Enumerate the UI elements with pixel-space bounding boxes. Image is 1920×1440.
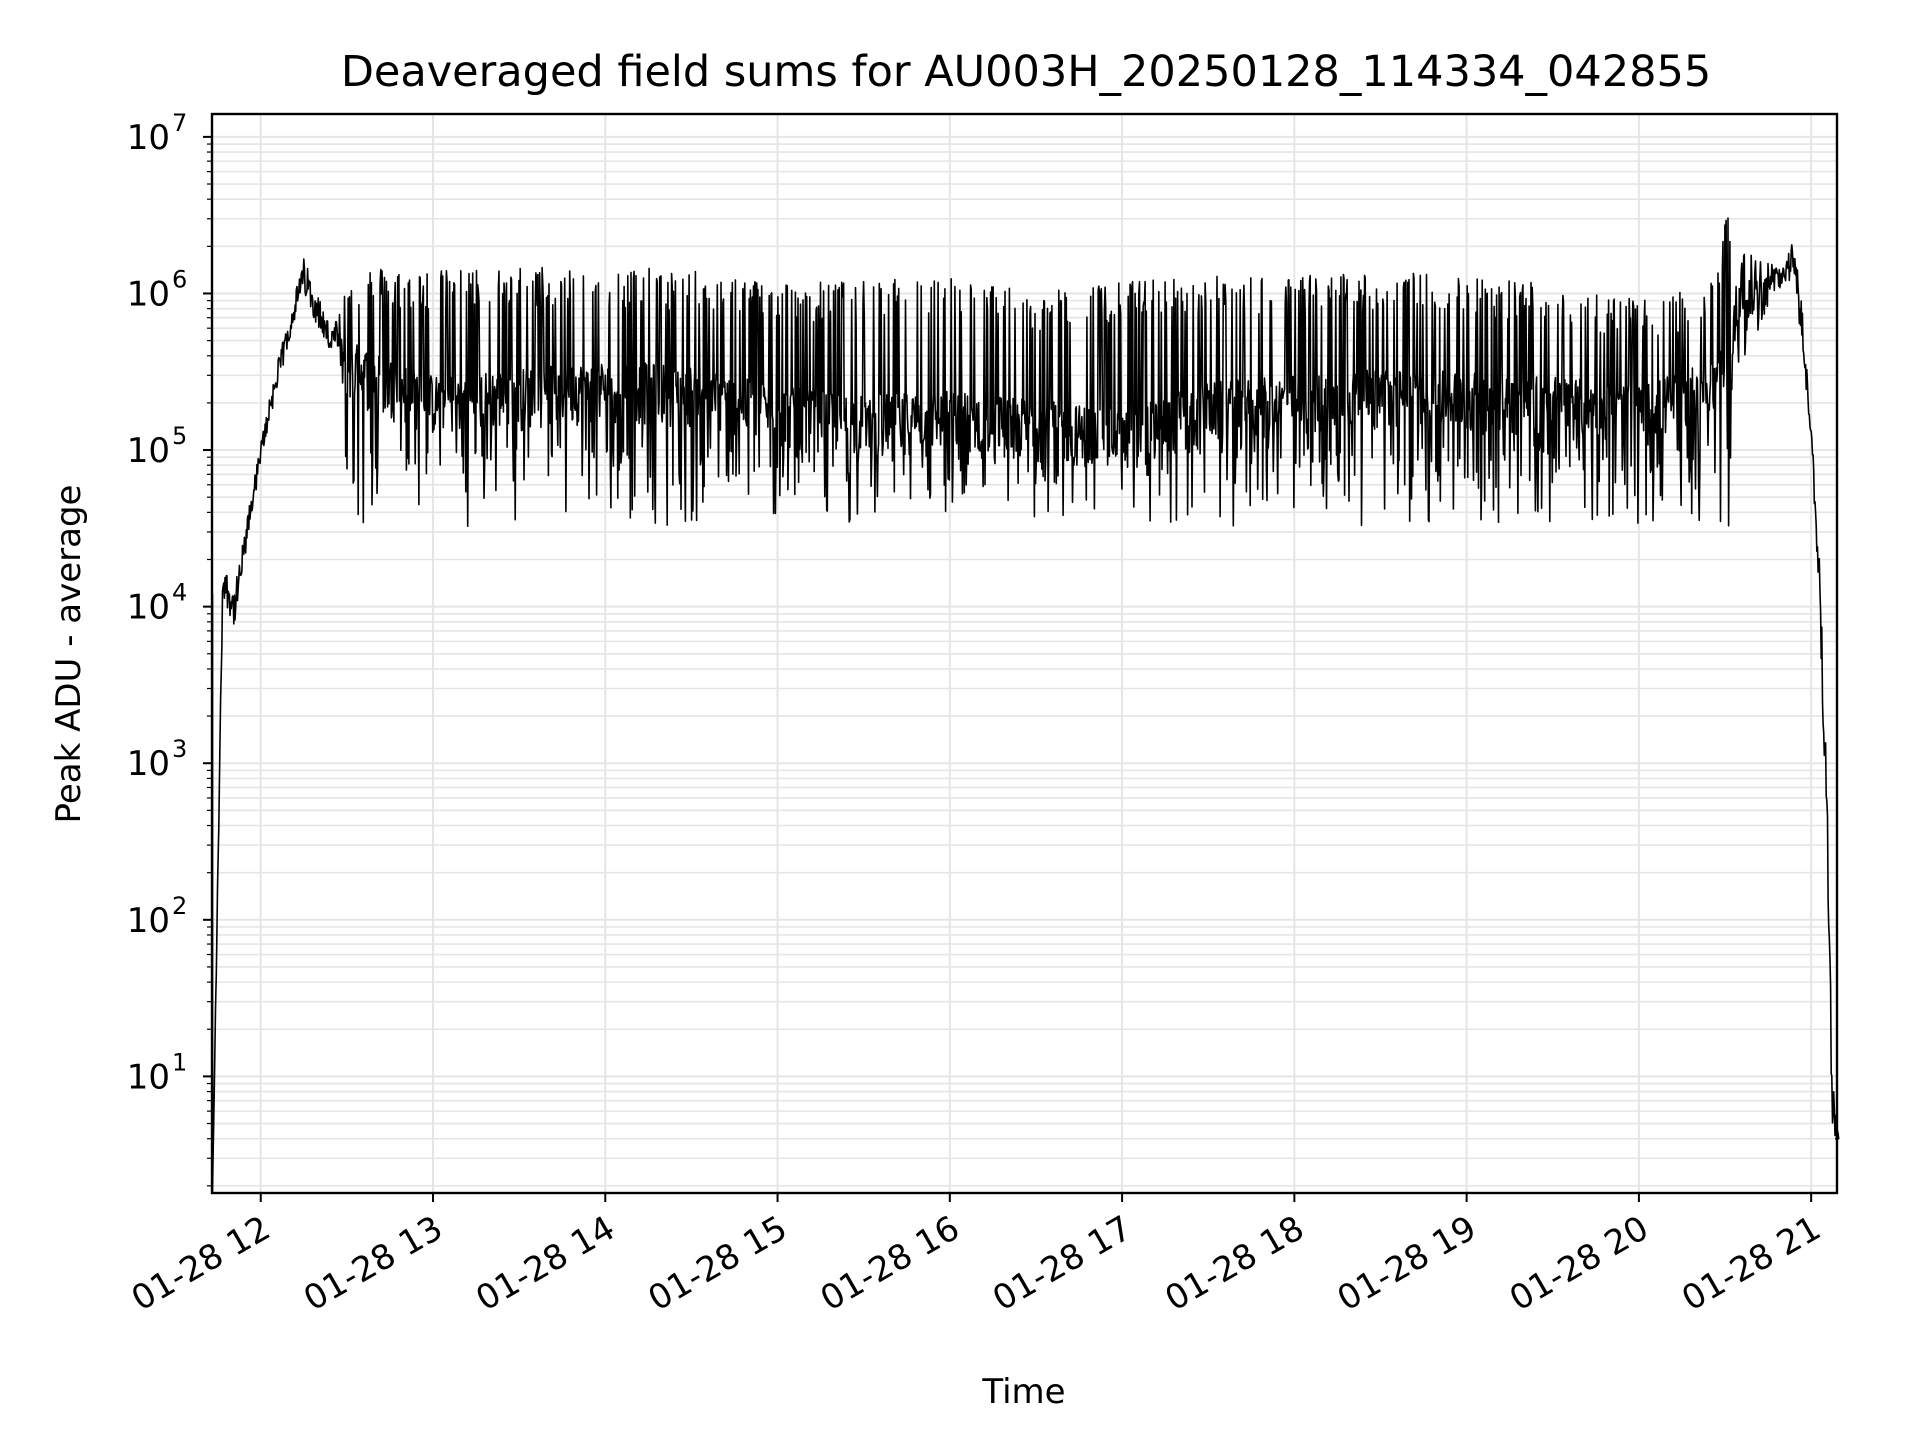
y-tick-label: 10 [127, 901, 170, 941]
y-tick-exponent: 1 [172, 1048, 187, 1076]
y-tick-label: 10 [127, 1057, 170, 1097]
y-tick-label: 10 [127, 274, 170, 314]
y-tick-exponent: 2 [172, 892, 187, 920]
y-tick-exponent: 4 [172, 579, 187, 607]
plot-area [211, 217, 1840, 1194]
y-tick-label: 10 [127, 588, 170, 628]
x-axis-title: Time [981, 1372, 1065, 1412]
series-line [211, 217, 1840, 1194]
y-tick-exponent: 6 [172, 265, 187, 293]
y-tick-exponent: 7 [172, 109, 187, 137]
y-tick-label: 10 [127, 118, 170, 158]
y-tick-exponent: 3 [172, 735, 187, 763]
y-tick-label: 10 [127, 744, 170, 784]
chart-title: Deaveraged field sums for AU003H_2025012… [341, 47, 1711, 97]
y-axis-title: Peak ADU - average [49, 485, 89, 824]
grid [212, 114, 1837, 1193]
y-tick-exponent: 5 [172, 422, 187, 450]
y-tick-label: 10 [127, 431, 170, 471]
